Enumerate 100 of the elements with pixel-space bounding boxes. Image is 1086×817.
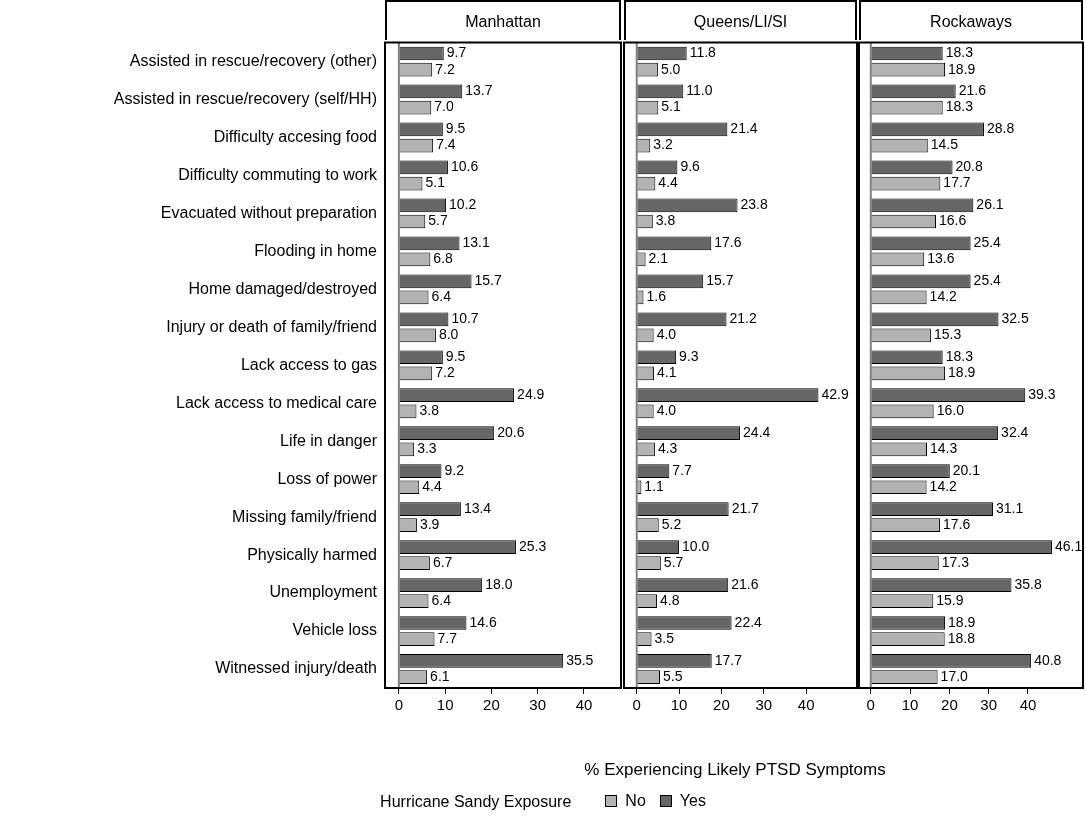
data-label: 18.3 [945, 98, 974, 115]
y-tick-label: Evacuated without preparation [160, 204, 377, 222]
data-label: 11.8 [689, 44, 717, 61]
y-tick-label: Missing family/friend [232, 507, 377, 525]
data-label: 20.8 [955, 158, 983, 175]
data-label: 46.1 [1054, 538, 1083, 555]
y-tick-label: Difficulty commuting to work [178, 166, 378, 184]
data-label: 32.5 [1001, 310, 1029, 327]
data-label: 22.4 [734, 614, 763, 631]
data-label: 13.6 [927, 250, 955, 267]
y-tick-label: Vehicle loss [292, 621, 377, 639]
data-label: 4.0 [656, 402, 677, 419]
data-label: 16.0 [936, 402, 965, 419]
data-label: 18.8 [947, 630, 976, 647]
y-tick-label: Witnessed injury/death [215, 659, 377, 677]
data-label: 14.5 [930, 136, 959, 153]
data-label: 25.3 [518, 538, 547, 555]
data-label: 14.2 [929, 478, 958, 495]
x-axis-title: % Experiencing Likely PTSD Symptoms [583, 760, 887, 780]
data-label: 10.7 [451, 310, 479, 327]
x-tick-label: 10 [436, 696, 454, 714]
data-label: 9.2 [444, 462, 465, 479]
data-label: 9.7 [446, 44, 467, 61]
data-label: 23.8 [740, 196, 768, 213]
data-label: 10.2 [449, 196, 477, 213]
y-tick-label: Injury or death of family/friend [166, 318, 377, 336]
data-label: 15.3 [933, 326, 962, 343]
data-label: 18.9 [948, 614, 976, 631]
data-label: 4.3 [657, 440, 678, 457]
data-label: 5.7 [663, 554, 684, 571]
data-label: 5.1 [425, 174, 446, 191]
data-label: 7.7 [437, 630, 458, 647]
x-tick-label: 40 [797, 696, 815, 714]
data-label: 7.2 [435, 60, 455, 77]
data-label: 10.0 [682, 538, 710, 555]
data-label: 5.0 [660, 60, 681, 77]
y-tick-label: Physically harmed [247, 545, 377, 563]
x-tick-label: 40 [575, 696, 593, 714]
chart-title: Rockaways [859, 0, 1083, 40]
x-tick-label: 10 [901, 696, 919, 714]
data-label: 5.5 [663, 668, 683, 685]
data-label: 25.4 [973, 272, 1002, 289]
y-tick-label: Difficulty accesing food [213, 128, 377, 146]
data-label: 21.4 [730, 120, 758, 137]
legend-label: No [625, 792, 646, 810]
y-tick-label: Flooding in home [254, 242, 378, 260]
data-label: 7.4 [436, 136, 456, 153]
data-label: 35.8 [1014, 576, 1042, 593]
data-label: 7.0 [434, 98, 454, 115]
data-label: 14.3 [929, 440, 958, 457]
data-label: 1.1 [644, 478, 665, 495]
data-label: 26.1 [976, 196, 1004, 213]
data-label: 6.8 [433, 250, 454, 267]
data-label: 28.8 [986, 120, 1015, 137]
data-label: 32.4 [1001, 424, 1029, 441]
x-tick-label: 40 [1019, 696, 1037, 714]
chart-title: Manhattan [385, 0, 621, 40]
data-label: 3.3 [417, 440, 437, 457]
x-tick-label: 30 [755, 696, 773, 714]
x-tick-label: 20 [941, 696, 958, 714]
data-label: 3.9 [419, 516, 440, 533]
data-label: 17.6 [942, 516, 971, 533]
data-label: 7.7 [672, 462, 692, 479]
data-label: 6.1 [430, 668, 450, 685]
data-label: 4.8 [660, 592, 680, 609]
data-label: 18.3 [945, 44, 974, 61]
data-label: 24.9 [517, 386, 545, 403]
y-tick-label: Lack access to gas [240, 356, 377, 374]
data-label: 13.1 [462, 234, 490, 251]
data-label: 13.4 [463, 500, 492, 517]
data-label: 16.6 [939, 212, 967, 229]
data-label: 18.9 [948, 60, 976, 77]
data-label: 13.7 [465, 82, 493, 99]
data-label: 21.7 [731, 500, 760, 517]
data-label: 4.4 [422, 478, 442, 495]
data-label: 14.2 [929, 288, 958, 305]
data-label: 14.6 [469, 614, 497, 631]
data-label: 6.4 [431, 592, 452, 609]
data-label: 21.6 [731, 576, 759, 593]
data-label: 9.3 [679, 348, 699, 365]
data-label: 3.8 [419, 402, 440, 419]
data-label: 7.2 [435, 364, 455, 381]
y-tick-label: Assisted in rescue/recovery (self/HH) [113, 90, 377, 108]
data-label: 10.6 [450, 158, 479, 175]
data-label: 3.2 [653, 136, 673, 153]
data-label: 20.6 [497, 424, 525, 441]
x-tick-label: 30 [529, 696, 547, 714]
data-label: 15.9 [936, 592, 964, 609]
data-label: 25.4 [973, 234, 1002, 251]
data-label: 15.7 [706, 272, 734, 289]
data-label: 4.4 [658, 174, 679, 191]
data-label: 18.3 [945, 348, 974, 365]
data-label: 8.0 [438, 326, 459, 343]
data-label: 20.1 [952, 462, 981, 479]
x-tick-label: 0 [632, 696, 641, 714]
data-label: 5.1 [661, 98, 681, 115]
data-label: 4.0 [656, 326, 677, 343]
data-label: 15.7 [474, 272, 502, 289]
x-tick-label: 0 [394, 696, 404, 714]
data-label: 9.6 [680, 158, 701, 175]
